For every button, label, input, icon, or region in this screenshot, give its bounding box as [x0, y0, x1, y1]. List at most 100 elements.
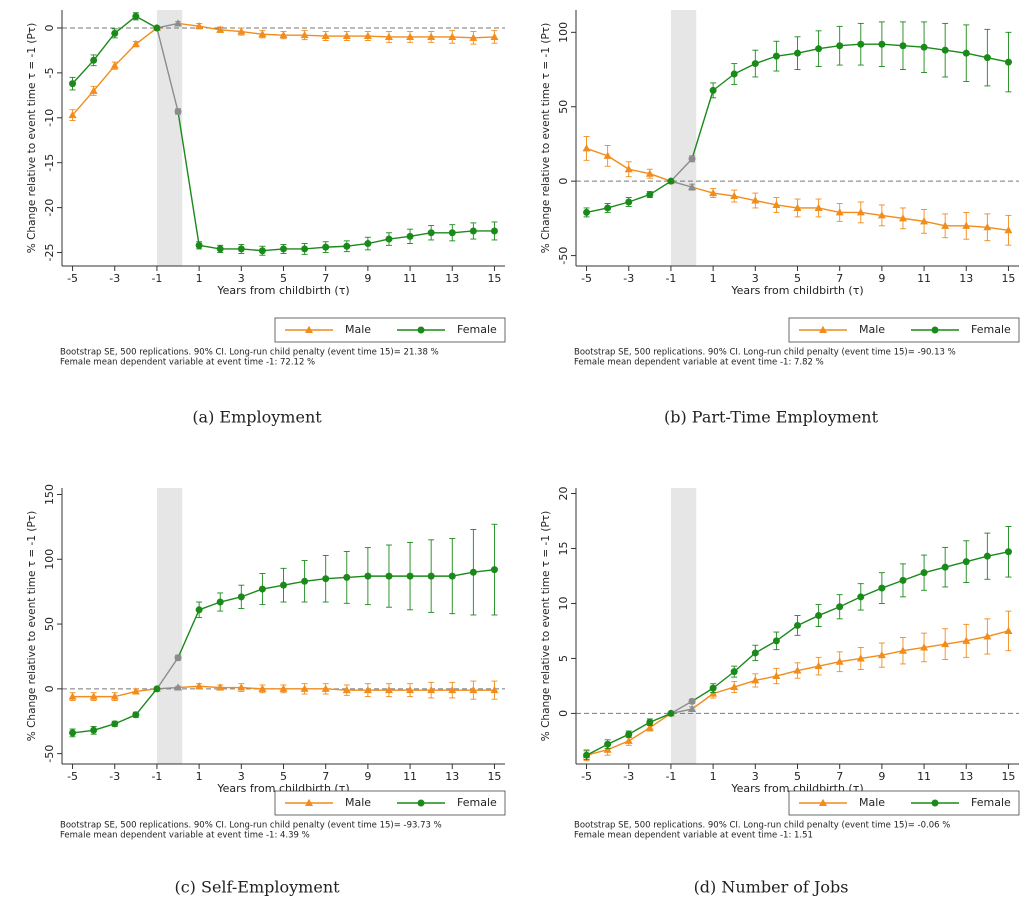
- x-tick-label: 1: [196, 770, 203, 783]
- point: [406, 232, 414, 240]
- point: [941, 221, 950, 229]
- point: [1004, 548, 1012, 556]
- point: [730, 668, 738, 676]
- point: [667, 709, 675, 717]
- series-segment: [283, 580, 305, 586]
- legend-marker: [819, 798, 827, 806]
- series-segment: [198, 601, 221, 611]
- point: [920, 569, 928, 577]
- series-segment: [902, 646, 925, 652]
- series-segment: [607, 733, 630, 745]
- caption: (c) Self-Employment: [174, 878, 340, 897]
- point: [730, 70, 738, 78]
- point: [69, 729, 77, 737]
- series-segment: [72, 729, 94, 734]
- series-segment: [628, 168, 650, 175]
- point: [772, 200, 781, 208]
- series-segment: [818, 661, 840, 667]
- series-segment: [72, 59, 95, 85]
- point: [174, 108, 182, 116]
- point: [751, 676, 760, 684]
- point: [709, 689, 718, 697]
- series-segment: [712, 686, 735, 695]
- x-tick-label: 7: [836, 272, 843, 285]
- y-axis-label: % Change relative to event time τ = -1 (…: [26, 511, 38, 741]
- series-segment: [670, 700, 693, 715]
- caption: (d) Number of Jobs: [694, 878, 849, 897]
- series-segment: [628, 193, 651, 203]
- x-tick-label: -5: [581, 272, 592, 285]
- series-segment: [945, 49, 967, 54]
- legend-label: Male: [859, 323, 885, 336]
- series-segment: [452, 230, 474, 234]
- point: [941, 46, 949, 54]
- legend-marker: [305, 798, 313, 806]
- x-tick-label: 5: [280, 770, 287, 783]
- point: [469, 33, 478, 41]
- series-segment: [452, 36, 474, 39]
- series-segment: [818, 45, 840, 50]
- point: [983, 54, 991, 62]
- note: Bootstrap SE, 500 replications. 90% CI. …: [60, 348, 439, 358]
- series-segment: [586, 147, 608, 157]
- legend-box: [274, 317, 506, 343]
- y-tick-label: 0: [43, 685, 56, 692]
- y-tick-label: 100: [557, 22, 570, 43]
- x-tick-label: 5: [280, 272, 287, 285]
- legend-marker: [417, 799, 425, 807]
- series-segment: [628, 721, 651, 735]
- point: [301, 577, 309, 585]
- point: [258, 30, 267, 38]
- point: [322, 575, 330, 583]
- point: [582, 144, 591, 152]
- series-segment: [755, 675, 777, 682]
- series-segment: [241, 686, 263, 690]
- point: [898, 646, 907, 654]
- x-tick-label: 11: [403, 770, 417, 783]
- series-segment: [670, 158, 693, 182]
- y-tick-label: 0: [557, 178, 570, 185]
- point: [469, 227, 477, 235]
- series-segment: [241, 248, 263, 252]
- series-segment: [649, 712, 672, 723]
- y-tick-label: 0: [43, 24, 56, 31]
- point: [111, 29, 119, 37]
- series-segment: [966, 52, 988, 59]
- series-segment: [923, 220, 946, 227]
- point: [688, 697, 696, 705]
- series-segment: [325, 688, 347, 691]
- point: [899, 576, 907, 584]
- series-segment: [93, 723, 115, 731]
- x-tick-label: 15: [487, 770, 501, 783]
- legend-box: [788, 317, 1020, 343]
- series-segment: [712, 73, 735, 91]
- point: [322, 243, 330, 251]
- point: [342, 31, 351, 40]
- point: [624, 736, 633, 744]
- series-segment: [987, 226, 1009, 231]
- series-segment: [754, 640, 777, 654]
- series-segment: [881, 579, 904, 589]
- series-segment: [607, 740, 630, 751]
- x-axis-label: Years from childbirth (τ): [216, 284, 349, 297]
- point: [448, 32, 457, 40]
- series-segment: [177, 111, 200, 246]
- point: [216, 598, 224, 606]
- x-tick-label: 15: [487, 272, 501, 285]
- point: [490, 685, 499, 694]
- point: [751, 649, 759, 657]
- x-tick-label: 3: [752, 272, 759, 285]
- legend-marker: [819, 325, 827, 333]
- x-tick-label: 1: [710, 272, 717, 285]
- series-segment: [177, 685, 200, 689]
- point: [836, 42, 844, 50]
- point: [343, 573, 351, 581]
- point: [111, 720, 119, 728]
- point: [195, 21, 204, 30]
- point: [195, 682, 204, 690]
- series-segment: [262, 33, 284, 36]
- x-tick-label: 11: [917, 272, 931, 285]
- series-segment: [987, 630, 1009, 638]
- series-segment: [966, 555, 988, 563]
